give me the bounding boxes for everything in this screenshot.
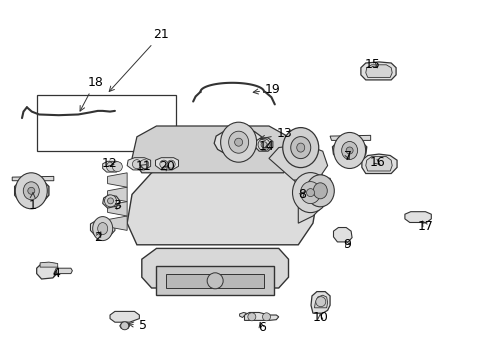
Circle shape [346,147,352,154]
Circle shape [315,297,325,307]
Circle shape [107,198,113,204]
Text: 4: 4 [52,267,60,280]
Polygon shape [166,274,264,288]
Text: 8: 8 [298,188,305,201]
Circle shape [262,313,270,321]
Ellipse shape [220,122,256,162]
Polygon shape [127,158,317,245]
Ellipse shape [93,217,112,240]
Ellipse shape [282,127,318,168]
Text: 1: 1 [28,193,36,212]
Polygon shape [107,216,127,230]
Ellipse shape [23,182,39,200]
Text: 12: 12 [102,157,118,170]
Polygon shape [244,312,278,320]
Text: 20: 20 [159,160,175,173]
Text: 14: 14 [259,140,274,153]
Polygon shape [107,173,127,187]
Ellipse shape [341,141,357,159]
Text: 5: 5 [128,319,146,332]
Polygon shape [268,144,327,180]
Polygon shape [365,65,391,77]
Polygon shape [102,195,120,208]
Polygon shape [155,158,178,170]
Polygon shape [37,263,58,279]
Polygon shape [156,266,273,295]
Ellipse shape [333,132,365,168]
Polygon shape [127,158,150,170]
Polygon shape [40,262,58,267]
Ellipse shape [313,183,326,199]
Bar [37,95,176,151]
Text: 10: 10 [312,311,327,324]
Polygon shape [120,322,129,329]
Circle shape [112,162,122,172]
Polygon shape [142,248,288,288]
Text: 18: 18 [80,76,103,111]
Polygon shape [12,176,54,181]
Polygon shape [295,183,325,202]
Polygon shape [107,202,127,216]
Circle shape [132,160,141,168]
Text: 17: 17 [417,220,432,233]
Polygon shape [132,126,293,173]
Ellipse shape [296,143,304,152]
Text: 7: 7 [344,150,351,163]
Circle shape [306,189,314,197]
Circle shape [167,160,175,168]
Polygon shape [54,268,72,274]
Circle shape [258,139,269,151]
Text: 21: 21 [109,28,169,91]
Polygon shape [361,154,396,174]
Polygon shape [332,140,366,160]
Polygon shape [298,166,327,223]
Polygon shape [293,178,331,183]
Circle shape [234,138,242,146]
Text: 16: 16 [369,156,385,169]
Polygon shape [214,130,261,154]
Ellipse shape [98,222,107,235]
Circle shape [207,273,223,289]
Circle shape [104,195,116,207]
Ellipse shape [292,172,328,213]
Polygon shape [255,138,272,151]
Polygon shape [15,179,49,204]
Text: 9: 9 [343,238,350,251]
Text: 15: 15 [365,58,380,71]
Ellipse shape [300,181,320,204]
Circle shape [28,187,35,194]
Polygon shape [329,135,370,140]
Ellipse shape [228,131,248,153]
Polygon shape [239,312,246,318]
Ellipse shape [15,173,47,209]
Polygon shape [360,62,395,80]
Circle shape [261,142,266,148]
Polygon shape [333,228,351,242]
Circle shape [140,160,148,168]
Polygon shape [102,161,121,172]
Text: 13: 13 [260,127,292,140]
Text: 3: 3 [113,199,121,212]
Polygon shape [404,212,430,222]
Ellipse shape [290,136,310,159]
Text: 19: 19 [253,83,280,96]
Polygon shape [107,187,127,202]
Circle shape [121,322,128,330]
Ellipse shape [305,175,334,207]
Polygon shape [110,311,139,322]
Circle shape [160,160,167,168]
Polygon shape [310,292,329,313]
Text: 2: 2 [94,231,102,244]
Polygon shape [365,157,391,171]
Text: 6: 6 [257,321,265,334]
Text: 11: 11 [135,160,151,173]
Circle shape [247,313,255,321]
Polygon shape [314,295,327,308]
Circle shape [106,162,116,172]
Polygon shape [90,220,115,236]
